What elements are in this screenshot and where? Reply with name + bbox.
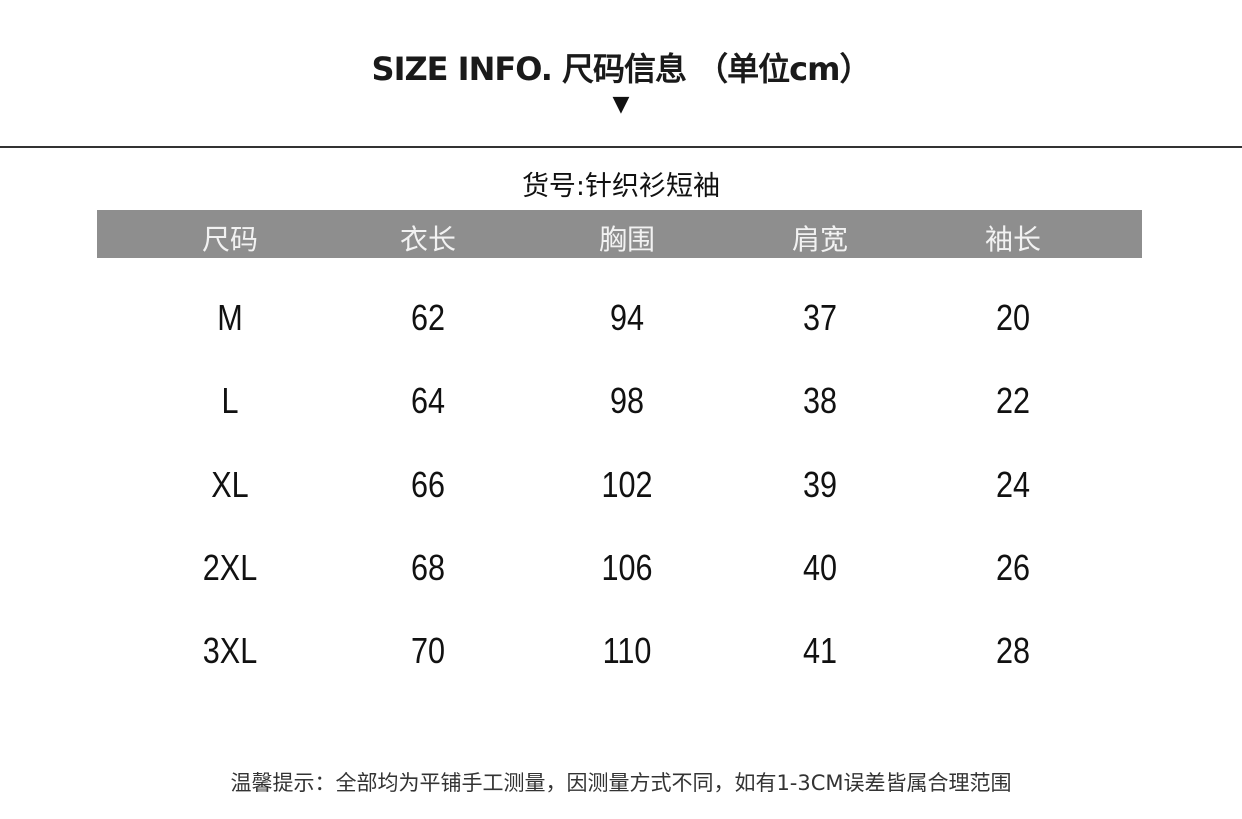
table-cell: L: [221, 380, 239, 421]
table-cell: 20: [995, 297, 1031, 338]
table-cell: 39: [802, 464, 838, 505]
column-header: 肩宽: [791, 223, 848, 256]
table-cell: 41: [802, 630, 838, 671]
table-cell: 106: [601, 547, 653, 588]
table-cell: 102: [601, 464, 653, 505]
table-row: 3XL 70 110 41 28: [0, 630, 1242, 680]
table-cell: 62: [410, 297, 446, 338]
table-cell: 26: [995, 547, 1031, 588]
table-header: 尺码 衣长 胸围 肩宽 袖长: [97, 210, 1142, 258]
table-cell: 2XL: [202, 547, 258, 588]
table-cell: 28: [995, 630, 1031, 671]
column-header: 衣长: [399, 223, 456, 256]
down-arrow-icon: ▼: [612, 92, 630, 117]
table-cell: 40: [802, 547, 838, 588]
table-cell: 66: [410, 464, 446, 505]
table-cell: 22: [995, 380, 1031, 421]
table-cell: 24: [995, 464, 1031, 505]
table-cell: 64: [410, 380, 446, 421]
table-cell: M: [217, 297, 243, 338]
table-row: 2XL 68 106 40 26: [0, 547, 1242, 597]
table-cell: 3XL: [202, 630, 258, 671]
table-row: M 62 94 37 20: [0, 297, 1242, 347]
table-row: XL 66 102 39 24: [0, 464, 1242, 514]
table-cell: 110: [602, 630, 652, 671]
table-cell: 70: [410, 630, 446, 671]
product-code: 货号:针织衫短袖: [521, 171, 721, 202]
column-header: 尺码: [201, 223, 258, 256]
column-header: 袖长: [984, 223, 1041, 256]
table-cell: 98: [609, 380, 645, 421]
table-cell: 94: [609, 297, 645, 338]
table-cell: 37: [802, 297, 838, 338]
table-cell: 68: [410, 547, 446, 588]
measurement-note: 温馨提示：全部均为平铺手工测量，因测量方式不同，如有1-3CM误差皆属合理范围: [230, 771, 1012, 795]
page-title: SIZE INFO. 尺码信息 （单位cm）: [371, 50, 872, 88]
column-header: 胸围: [598, 223, 655, 256]
table-row: L 64 98 38 22: [0, 380, 1242, 430]
table-cell: XL: [211, 464, 249, 505]
divider: [0, 146, 1242, 148]
table-cell: 38: [802, 380, 838, 421]
